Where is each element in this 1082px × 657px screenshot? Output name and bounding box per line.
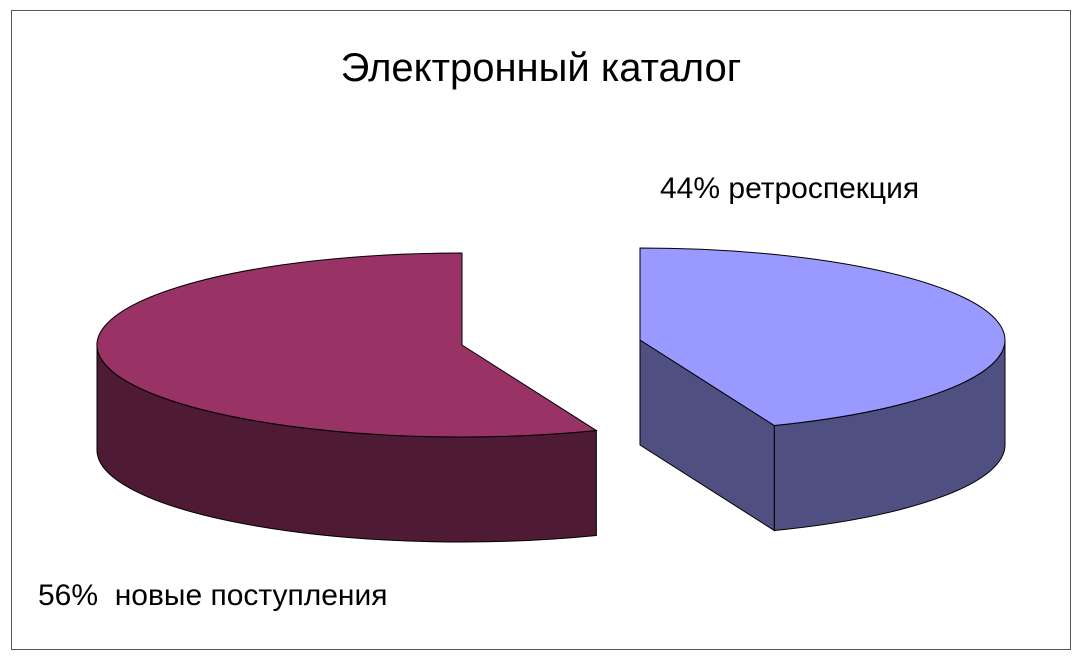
slice-retrospektsiya <box>639 247 1006 532</box>
slice-label-novye-postupleniya: 56% новые поступления <box>38 579 388 612</box>
slice-retro-top <box>639 247 1006 427</box>
slice-new-top <box>96 252 598 438</box>
slice-new-postupleniya <box>96 252 598 543</box>
slice-label-retrospektsiya: 44% ретроспекция <box>660 172 920 205</box>
chart-title: Электронный каталог <box>340 46 742 90</box>
